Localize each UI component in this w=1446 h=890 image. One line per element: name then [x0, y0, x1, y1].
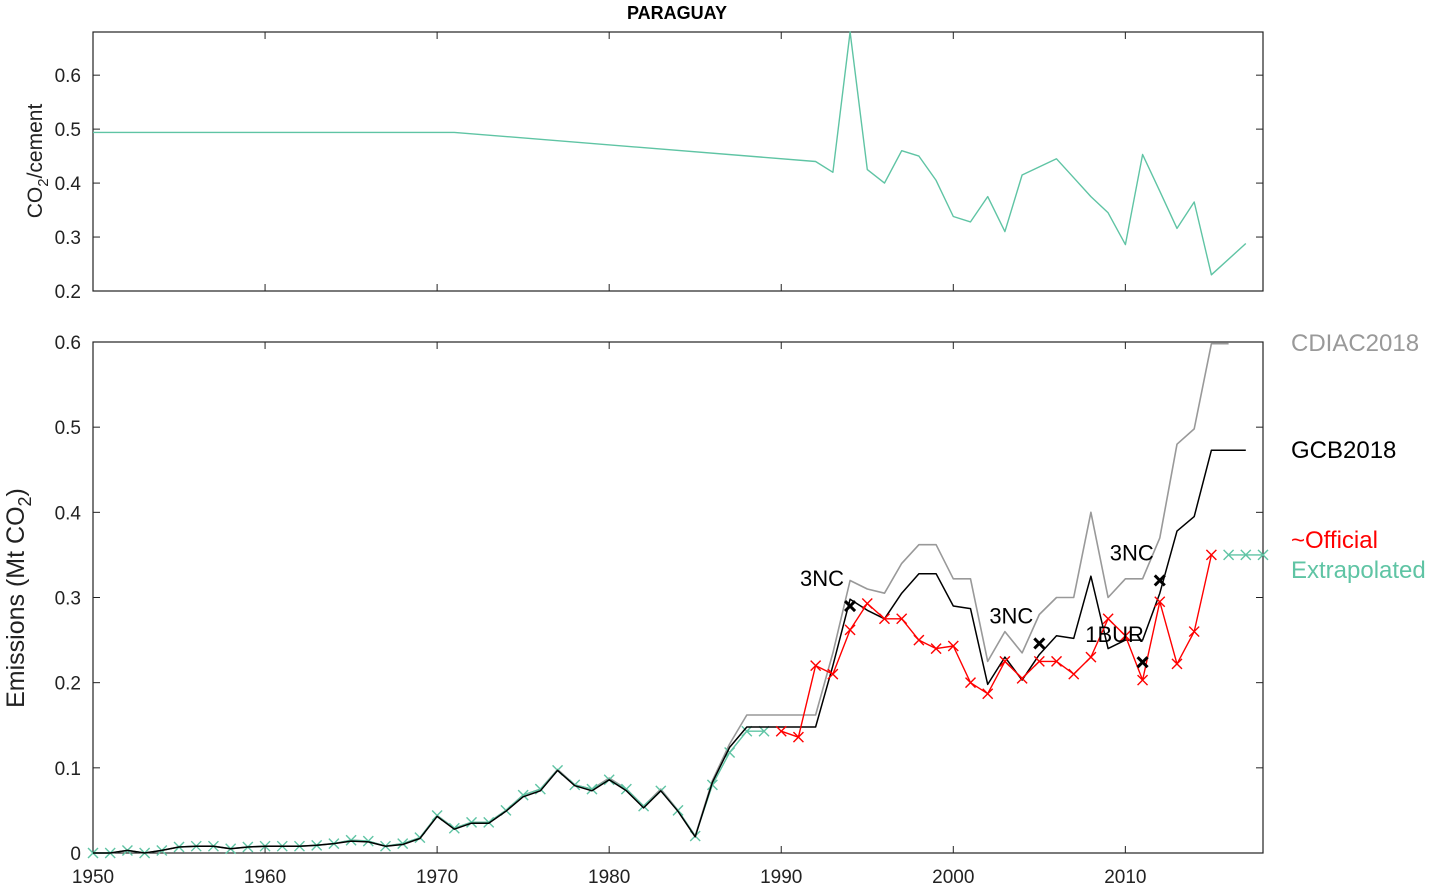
official-marker [1137, 674, 1149, 686]
bottom-axes: 1950 1960 1970 1980 1990 2000 2010 0 0.1 0.2 0.3 0.… [55, 333, 1264, 888]
extrapolated-marker [758, 725, 770, 737]
top-y-tick-label: 0.2 [55, 282, 81, 303]
official-marker [827, 668, 839, 680]
bottom-y-tick-label: 0.6 [55, 333, 81, 354]
bottom-axes-frame [92, 341, 1264, 854]
legend-cdiac2018: CDIAC2018 [1291, 330, 1419, 357]
bottom-y-tick-label: 0.2 [55, 674, 81, 695]
official-marker [930, 643, 942, 655]
x-tick-label: 1950 [72, 867, 114, 888]
annotation-label: 3NC [800, 566, 844, 591]
x-tick-label: 2010 [1104, 867, 1146, 888]
official-line [780, 554, 1213, 738]
official-marker [1085, 651, 1097, 663]
official-marker [1119, 630, 1131, 642]
extrapolated-marker [706, 779, 718, 791]
bottom-panel: 1950 1960 1970 1980 1990 2000 2010 0 0.1 0.2 0.3 0.… [2, 333, 1269, 888]
extrapolated-marker [1240, 549, 1252, 561]
official-marker [1102, 613, 1114, 625]
extrapolated-marker [586, 783, 598, 795]
annotation-label: 3NC [989, 603, 1033, 628]
official-marker [913, 634, 925, 646]
top-y-axis-label: CO2/cement [24, 104, 52, 219]
bottom-y-tick-label: 0.5 [55, 418, 81, 439]
top-series [93, 31, 1247, 276]
annotation-marker [1033, 637, 1046, 650]
official-marker [844, 624, 856, 636]
annotation-marker [1136, 656, 1149, 669]
official-marker [810, 660, 822, 672]
bottom-y-tick-label: 0.1 [55, 759, 81, 780]
extrapolated-marker [638, 800, 650, 812]
extrapolated-marker [466, 816, 478, 828]
x-tick-label: 1960 [244, 867, 286, 888]
bottom-y-tick-label: 0 [70, 844, 81, 865]
extrapolated-marker [1257, 549, 1269, 561]
top-axes: 0.2 0.3 0.4 0.5 0.6 [55, 31, 1264, 303]
official-marker [1033, 655, 1045, 667]
official-marker [792, 731, 804, 743]
official-marker [878, 613, 890, 625]
extrapolated-marker [397, 838, 409, 850]
x-tick-label: 1990 [760, 867, 802, 888]
official-marker [1205, 549, 1217, 561]
legend-gcb2018: GCB2018 [1291, 437, 1396, 464]
annotations: 3NC 3NC 1BUR 3NC [800, 540, 1166, 669]
x-tick-label: 1970 [416, 867, 458, 888]
annotation-marker [1153, 574, 1166, 587]
top-y-tick-label: 0.3 [55, 228, 81, 249]
top-y-tick-label: 0.4 [55, 174, 82, 195]
top-y-tick-label: 0.5 [55, 120, 81, 141]
cdiac2018-line [93, 342, 1229, 854]
extrapolated-marker [362, 835, 374, 847]
x-tick-label: 2000 [932, 867, 974, 888]
extrapolated-marker [620, 783, 632, 795]
official-marker [861, 597, 873, 609]
official-marker [1051, 655, 1063, 667]
extrapolated-marker [345, 834, 357, 846]
x-tick-label: 1980 [588, 867, 630, 888]
bottom-series [87, 342, 1269, 859]
top-y-tick-label: 0.6 [55, 66, 81, 87]
official-marker [999, 655, 1011, 667]
legend-official: ~Official [1291, 527, 1378, 554]
official-marker [1188, 626, 1200, 638]
co2-cement-ratio-line [93, 31, 1247, 276]
official-marker [1171, 658, 1183, 670]
official-marker [775, 725, 787, 737]
official-marker [896, 613, 908, 625]
bottom-y-axis-label: Emissions (Mt CO2) [2, 488, 35, 708]
legend-extrapolated: Extrapolated [1291, 557, 1426, 584]
extrapolated-marker [1223, 549, 1235, 561]
annotation-marker [843, 599, 857, 613]
extrapolated-marker [741, 725, 753, 737]
annotation-label: 3NC [1110, 540, 1154, 565]
chart-title: PARAGUAY [627, 3, 727, 23]
official-marker [982, 688, 994, 700]
official-marker [965, 677, 976, 689]
annotation-label: 1BUR [1085, 622, 1144, 647]
top-panel: 0.2 0.3 0.4 0.5 0.6 CO2/cement [24, 31, 1264, 303]
extrapolated-marker [724, 747, 736, 758]
bottom-y-tick-label: 0.3 [55, 589, 81, 610]
official-marker [947, 640, 959, 652]
official-marker [1068, 668, 1080, 680]
extrapolated-marker [517, 789, 529, 801]
legend: CDIAC2018 GCB2018 ~Official Extrapolated [1291, 330, 1426, 584]
official-marker [1154, 596, 1166, 608]
top-axes-frame [92, 31, 1264, 292]
bottom-y-tick-label: 0.4 [55, 503, 82, 524]
gcb2018-line [93, 449, 1246, 854]
official-marker [1016, 672, 1028, 684]
